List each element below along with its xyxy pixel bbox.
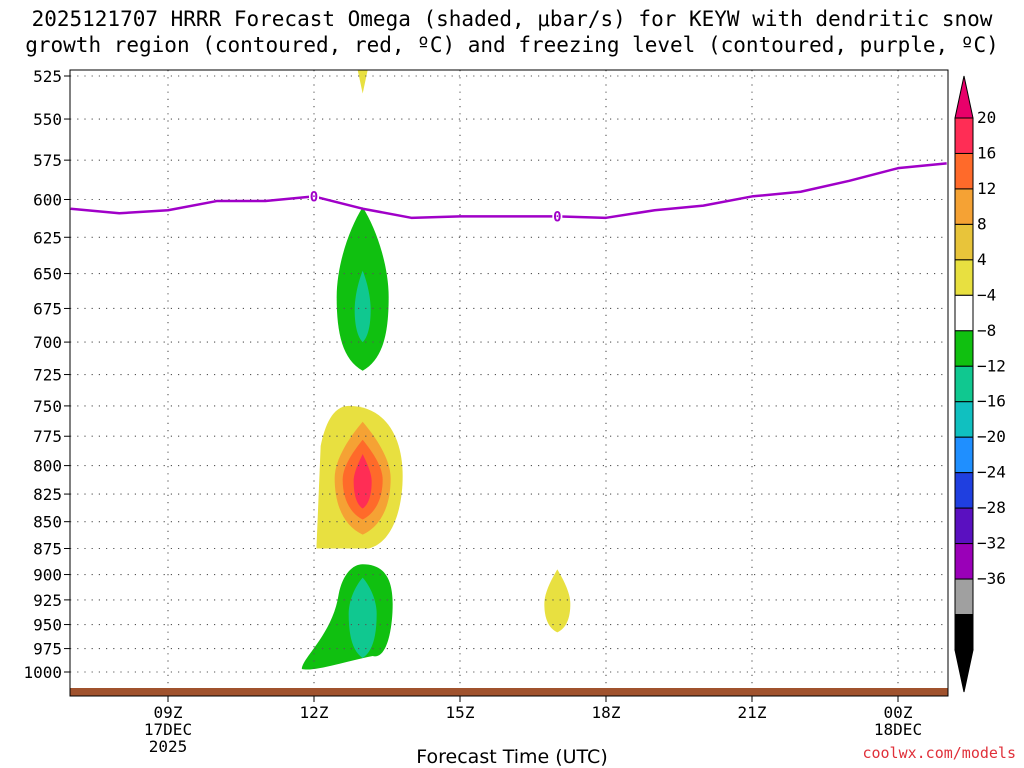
y-tick-label: 800 — [33, 457, 62, 476]
colorbar-swatch — [954, 330, 974, 367]
y-tick-label: 850 — [33, 513, 62, 532]
y-tick-label: 525 — [33, 67, 62, 86]
colorbar-swatch — [954, 365, 974, 403]
colorbar-label: 16 — [977, 143, 996, 162]
colorbar-label: −28 — [977, 498, 1006, 517]
colorbar-swatch — [954, 188, 974, 225]
y-tick-label: 1000 — [23, 663, 62, 682]
y-tick-label: 950 — [33, 616, 62, 635]
y-tick-label: 900 — [33, 566, 62, 585]
y-tick-label: 550 — [33, 110, 62, 129]
y-tick-label: 625 — [33, 228, 62, 247]
x-tick-label: 18Z — [592, 703, 621, 722]
contour-label-bg — [552, 208, 563, 224]
freezing-level-contour: 00 — [70, 162, 947, 225]
omega-small-yellow — [544, 569, 571, 633]
x-tick-label: 12Z — [300, 703, 329, 722]
colorbar: 20 16 12 8 4 −4 −8 −12 −16 −20 −24 −28 −32 −36 — [954, 75, 1006, 693]
contour-label-bg — [309, 188, 319, 204]
freezing-level-label: 0 — [310, 189, 318, 205]
colorbar-swatch — [954, 152, 974, 190]
colorbar-top-arrow — [954, 75, 974, 119]
chart-title: 2025121707 HRRR Forecast Omega (shaded, … — [0, 6, 1024, 58]
x-tick-label: 09Z — [154, 703, 183, 722]
colorbar-bottom-arrow — [954, 649, 974, 693]
colorbar-swatch — [954, 614, 974, 651]
colorbar-label: 8 — [977, 214, 987, 233]
omega-lower-green — [301, 564, 393, 670]
y-tick-label: 975 — [33, 640, 62, 659]
colorbar-label: −8 — [977, 321, 996, 340]
colorbar-label: −32 — [977, 534, 1006, 553]
colorbar-label: −4 — [977, 285, 996, 304]
freezing-level-label: 0 — [553, 209, 561, 225]
omega-blob-top-sliver — [357, 70, 368, 94]
plot-frame — [69, 69, 949, 697]
x-tick-label: 21Z — [738, 703, 767, 722]
colorbar-label: −24 — [977, 463, 1006, 482]
colorbar-label: −36 — [977, 569, 1006, 588]
x-tick-label: 15Z — [446, 703, 475, 722]
x-tick-label: 18DEC — [874, 720, 922, 739]
title-line-2: growth region (contoured, red, ºC) and f… — [25, 33, 999, 57]
colorbar-swatch — [954, 436, 974, 474]
title-line-1: 2025121707 HRRR Forecast Omega (shaded, … — [31, 7, 993, 31]
y-tick-label: 925 — [33, 591, 62, 610]
colorbar-swatch — [954, 472, 974, 509]
y-tick-label: 750 — [33, 397, 62, 416]
colorbar-label: 4 — [977, 250, 987, 269]
y-tick-label: 700 — [33, 333, 62, 352]
credit-text: coolwx.com/models — [862, 744, 1016, 762]
y-axis: 525 550 575 600 625 650 675 700 725 750 775 800 825 8… — [23, 67, 70, 682]
terrain-ground — [70, 688, 948, 696]
y-tick-label: 875 — [33, 539, 62, 558]
omega-shading — [301, 70, 571, 670]
colorbar-swatch — [954, 543, 974, 580]
terrain-strip — [70, 688, 948, 696]
omega-mid-red — [353, 453, 372, 509]
colorbar-label: 20 — [977, 108, 996, 127]
colorbar-label: −20 — [977, 427, 1006, 446]
colorbar-swatch — [954, 507, 974, 545]
x-tick-label: 17DEC — [144, 720, 192, 739]
colorbar-label: 12 — [977, 179, 996, 198]
colorbar-swatch — [954, 294, 974, 332]
colorbar-label: −16 — [977, 392, 1006, 411]
omega-upper-teal — [354, 270, 371, 343]
colorbar-swatch — [954, 117, 974, 154]
omega-lower-teal — [348, 577, 377, 659]
y-tick-label: 575 — [33, 151, 62, 170]
x-tick-label: 2025 — [149, 737, 188, 756]
colorbar-swatch — [954, 223, 974, 261]
y-tick-label: 825 — [33, 485, 62, 504]
colorbar-swatch — [954, 578, 974, 616]
y-tick-label: 675 — [33, 299, 62, 318]
freezing-level-line — [70, 162, 947, 220]
colorbar-swatch — [954, 401, 974, 438]
x-tick-label: 00Z — [884, 703, 913, 722]
colorbar-swatch — [954, 259, 974, 296]
y-tick-label: 600 — [33, 191, 62, 210]
x-axis-title: Forecast Time (UTC) — [416, 746, 608, 768]
colorbar-label: −12 — [977, 356, 1006, 375]
y-tick-label: 650 — [33, 265, 62, 284]
y-tick-label: 775 — [33, 427, 62, 446]
grid-lines — [70, 70, 948, 696]
y-tick-label: 725 — [33, 366, 62, 385]
